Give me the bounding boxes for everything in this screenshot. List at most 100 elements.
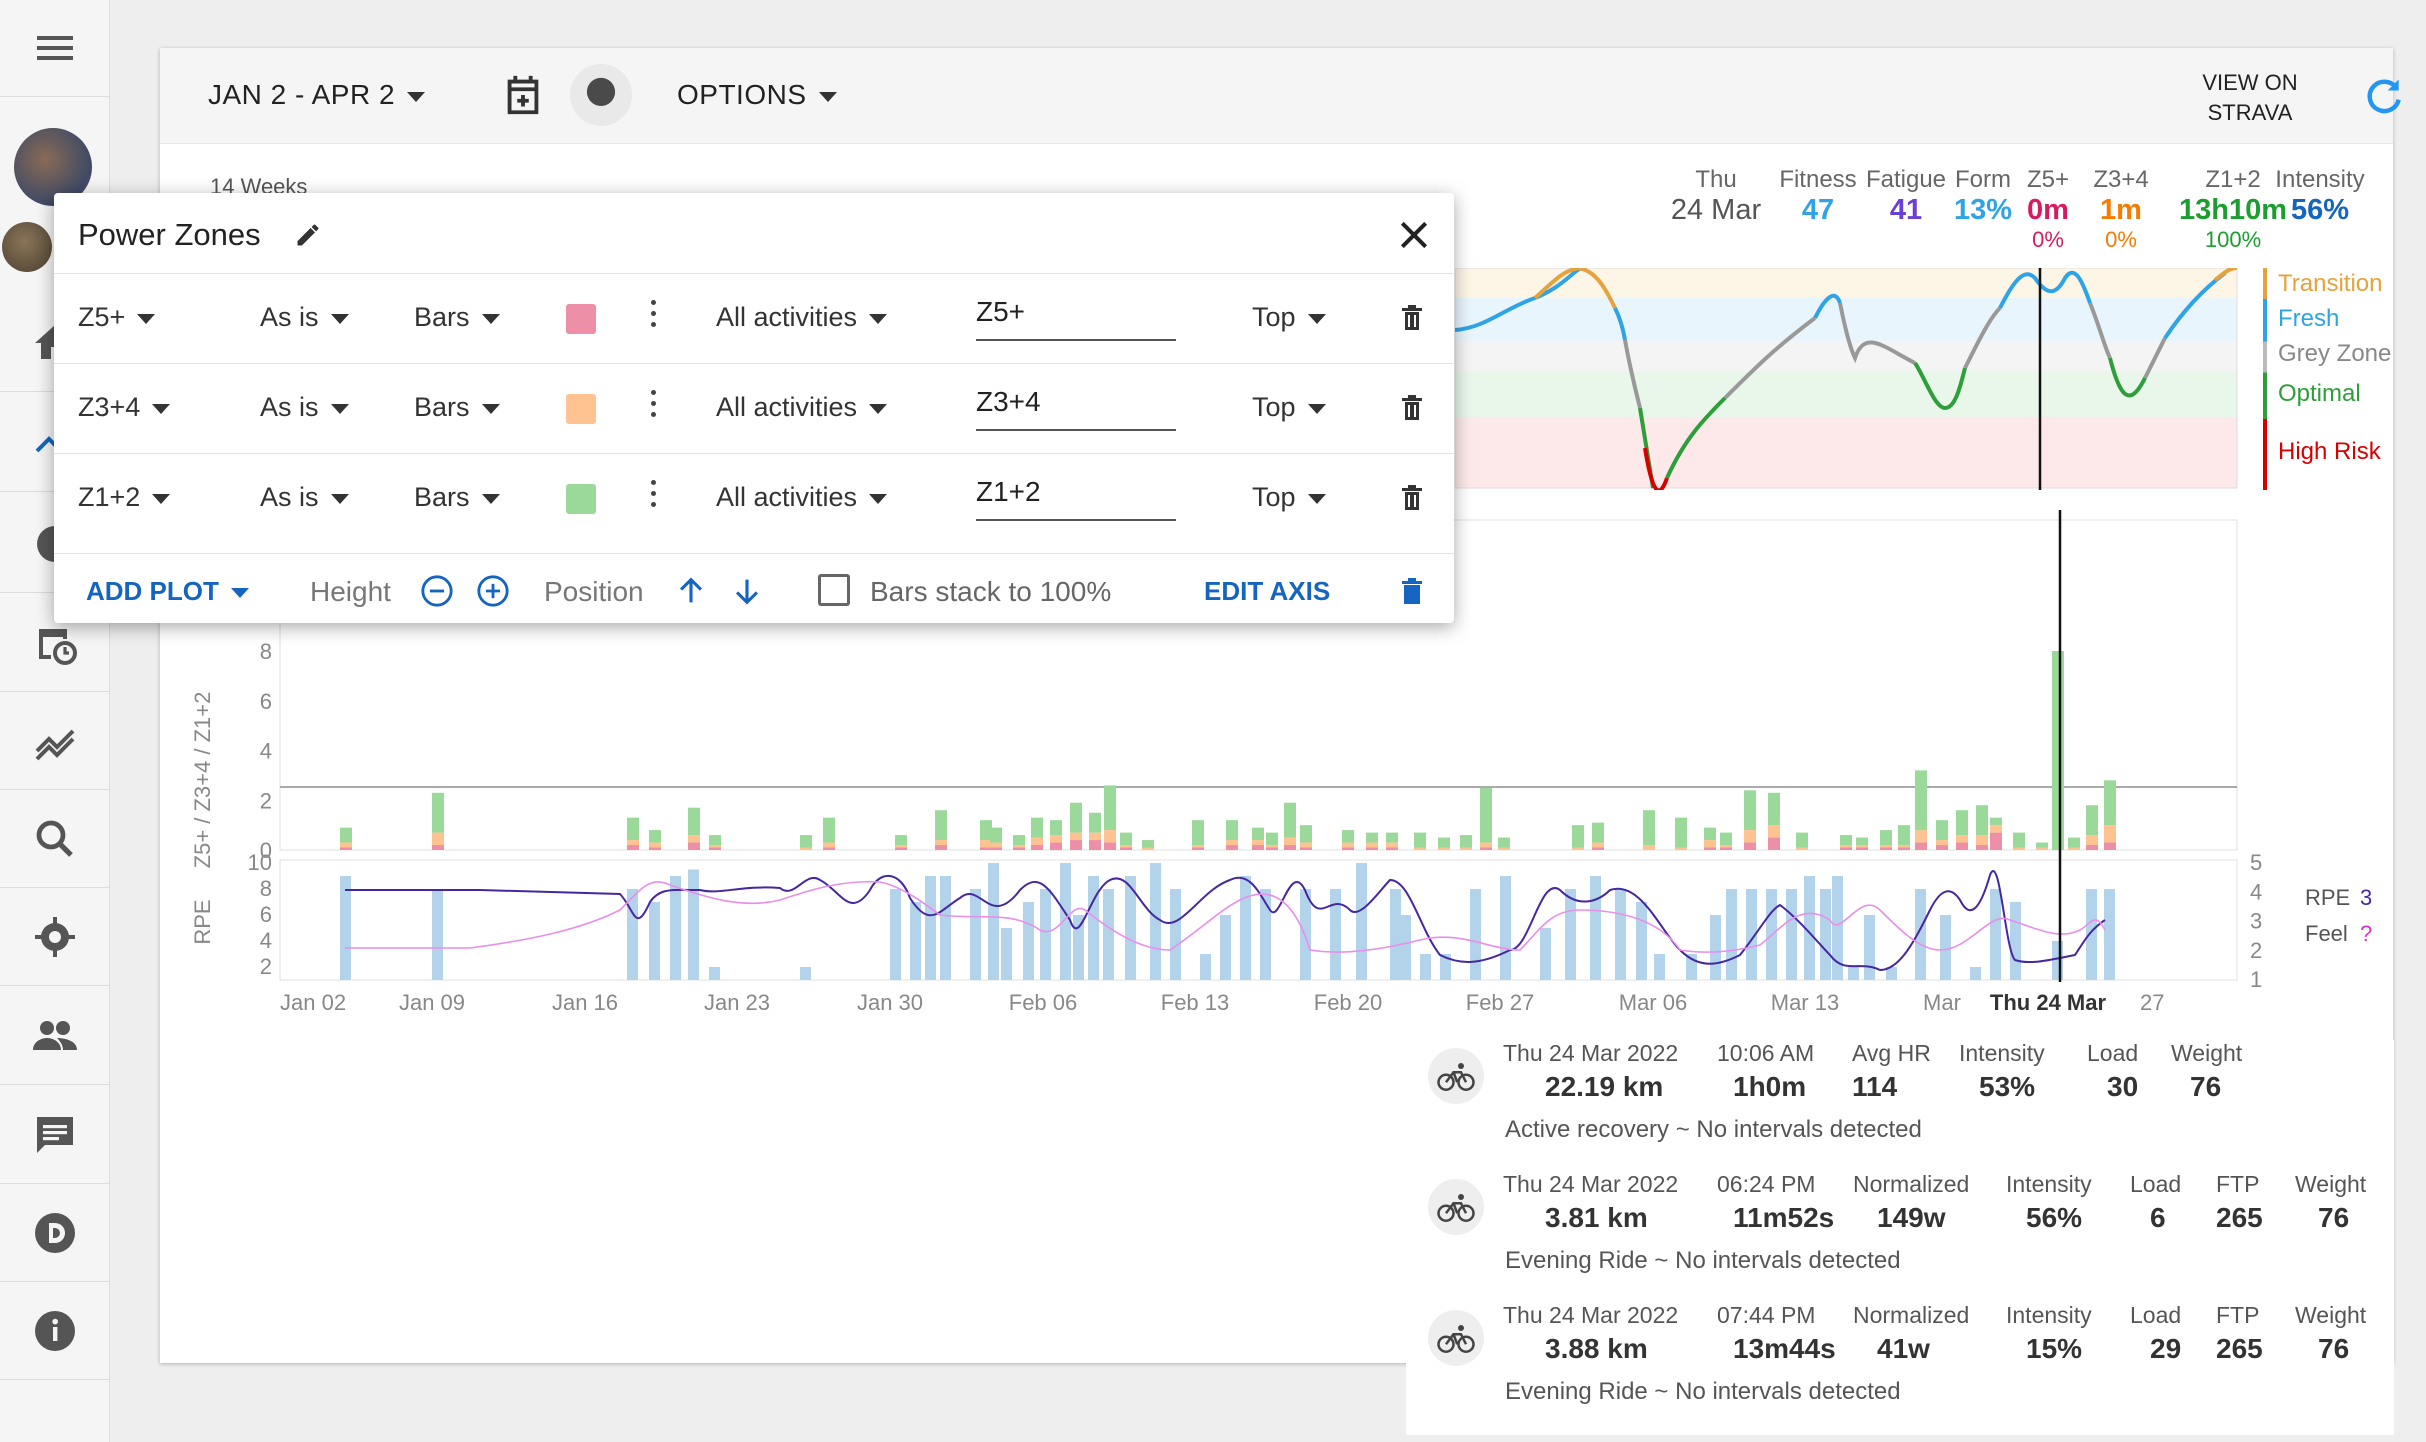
zone-bar-segment [1460, 847, 1472, 850]
add-calendar-icon[interactable] [500, 72, 546, 118]
zone-bar-segment [1720, 832, 1732, 846]
position-select[interactable]: Top [1252, 302, 1326, 333]
zone-bar-segment [1050, 820, 1062, 836]
position-select[interactable]: Top [1252, 392, 1326, 423]
stat-form: Form 13% [1948, 166, 2018, 227]
arrow-up-icon[interactable] [674, 574, 708, 608]
field-select[interactable]: Z3+4 [78, 392, 171, 423]
plot-type-select[interactable]: Bars [414, 302, 500, 333]
zone-bar-segment [1192, 820, 1204, 846]
date-range-select[interactable]: JAN 2 - APR 2 [208, 79, 426, 111]
discord-icon[interactable] [0, 1185, 110, 1282]
date-range-label: JAN 2 - APR 2 [208, 79, 396, 110]
mode-select[interactable]: As is [260, 302, 349, 333]
zone-bar-segment [1840, 835, 1852, 846]
color-swatch[interactable] [566, 304, 596, 334]
plot-type-select[interactable]: Bars [414, 482, 500, 513]
plot-type-select[interactable]: Bars [414, 392, 500, 423]
view-on-strava-button[interactable]: VIEW ON STRAVA [2180, 68, 2320, 128]
activity-item[interactable]: Thu 24 Mar 2022 22.19 km 10:06 AM 1h0m Avg H… [1406, 1040, 2406, 1170]
color-swatch[interactable] [566, 484, 596, 514]
activity-filter-select[interactable]: All activities [716, 482, 888, 513]
form-line-segment [1998, 270, 2092, 309]
more-options-icon[interactable] [651, 300, 657, 330]
rpe-bar [1390, 889, 1401, 980]
search-icon[interactable] [0, 791, 110, 888]
weight-label: Weight [2295, 1171, 2367, 1197]
activity-filter-select[interactable]: All activities [716, 302, 888, 333]
more-options-icon[interactable] [651, 390, 657, 420]
athlete-avatar[interactable] [570, 64, 632, 126]
form-line-segment [2088, 302, 2112, 359]
refresh-icon[interactable] [2362, 74, 2406, 118]
plot-label-field[interactable]: Z1+2 [976, 476, 1176, 521]
zone-bar-segment [1643, 810, 1655, 846]
zone-bar-segment [1592, 822, 1604, 843]
calendar-icon[interactable] [0, 595, 110, 692]
mode-select[interactable]: As is [260, 482, 349, 513]
more-options-icon[interactable] [651, 480, 657, 510]
zone-bar-segment [1226, 840, 1238, 846]
minus-circle-icon[interactable] [420, 574, 454, 608]
zone-bar-segment [1342, 842, 1354, 848]
zone-bar-segment [1300, 842, 1312, 848]
stat-label: Fatigue [1865, 166, 1947, 193]
trash-icon[interactable] [1400, 484, 1424, 512]
activity-description: Evening Ride ~ No intervals detected [1505, 1247, 1901, 1274]
zone-bar-segment [1976, 805, 1988, 836]
stat-value: 56% [2290, 194, 2350, 226]
zone-bar-segment [1643, 845, 1655, 850]
plot-label-field[interactable]: Z3+4 [976, 386, 1176, 431]
plot-label-field[interactable]: Z5+ [976, 296, 1176, 341]
secondary-avatar[interactable] [2, 222, 52, 272]
zone-bar-segment [1915, 830, 1927, 843]
rpe-y-tick: 10 [248, 850, 272, 875]
color-swatch[interactable] [566, 394, 596, 424]
zone-bar-segment [1498, 847, 1510, 850]
zone-bar-segment [1840, 845, 1852, 848]
trash-icon[interactable] [1400, 304, 1424, 332]
zone-bar-segment [1142, 840, 1154, 848]
rpe-plot-frame [279, 859, 2238, 981]
gear-icon[interactable] [0, 889, 110, 986]
chat-icon[interactable] [0, 1087, 110, 1184]
load-label: Load [2130, 1302, 2182, 1328]
intensity-label: Intensity [2006, 1302, 2092, 1328]
mode-label: As is [260, 482, 319, 512]
activity-item[interactable]: Thu 24 Mar 2022 3.81 km 06:24 PM 11m52s Norm… [1406, 1171, 2406, 1301]
x-axis-tick: Mar 06 [1619, 990, 1687, 1015]
pencil-icon[interactable] [294, 221, 322, 249]
zone-bar-segment [1956, 842, 1968, 850]
zone-bar-segment [2013, 832, 2025, 848]
position-select[interactable]: Top [1252, 482, 1326, 513]
add-plot-button[interactable]: ADD PLOT [86, 576, 249, 607]
stat-fatigue: Fatigue 41 [1862, 166, 1950, 227]
trash-icon[interactable] [1400, 394, 1424, 422]
activity-filter-label: All activities [716, 482, 858, 512]
close-icon[interactable] [1394, 215, 1434, 255]
activity-filter-select[interactable]: All activities [716, 392, 888, 423]
people-icon[interactable] [0, 988, 110, 1085]
zone-bar-segment [823, 842, 835, 848]
zone-band [1455, 341, 2237, 371]
field-select[interactable]: Z1+2 [78, 482, 171, 513]
field-select[interactable]: Z5+ [78, 302, 156, 333]
x-axis-tick: Jan 30 [857, 990, 923, 1015]
mode-select[interactable]: As is [260, 392, 349, 423]
arrow-down-icon[interactable] [730, 574, 764, 608]
info-icon[interactable] [0, 1283, 110, 1380]
rpe-bar [1820, 889, 1831, 980]
edit-axis-button[interactable]: EDIT AXIS [1204, 576, 1331, 606]
zone-bar-segment [935, 810, 947, 841]
bars-stack-checkbox[interactable] [818, 574, 850, 606]
activity-metric-value: 41w [1877, 1333, 1930, 1364]
hamburger-menu-icon[interactable] [0, 0, 110, 97]
activity-item[interactable]: Thu 24 Mar 2022 3.88 km 07:44 PM 13m44s Norm… [1406, 1302, 2406, 1432]
form-line-segment [2143, 337, 2167, 379]
plus-circle-icon[interactable] [476, 574, 510, 608]
zone-bar-segment [1856, 837, 1868, 846]
options-menu[interactable]: OPTIONS [677, 79, 837, 111]
chart-line-icon[interactable] [0, 693, 110, 790]
delete-all-icon[interactable] [1400, 578, 1424, 606]
bars-stack-label: Bars stack to 100% [870, 576, 1112, 607]
